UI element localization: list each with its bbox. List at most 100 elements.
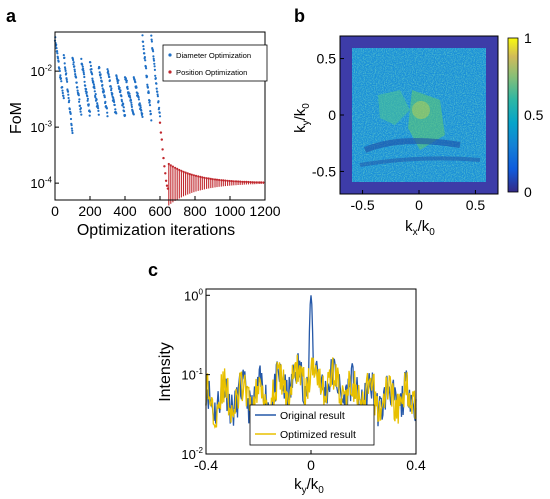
a-diameter-point [88, 110, 92, 113]
a-diameter-point [135, 86, 138, 89]
a-diameter-point [78, 100, 81, 103]
a-diameter-point [122, 102, 125, 106]
a-diameter-point [56, 52, 59, 55]
b-x-axis-label: kx/k0 [405, 218, 435, 238]
a-diameter-point [71, 129, 74, 132]
a-diameter-point [78, 98, 81, 101]
a-diameter-point [89, 64, 92, 67]
a-position-point [176, 167, 179, 170]
a-position-point [220, 179, 223, 182]
a-diameter-point [120, 95, 123, 98]
a-xtick-label: 0 [51, 203, 59, 219]
a-position-point [209, 177, 212, 180]
a-diameter-point [107, 73, 110, 76]
b-colorbar-tick-label: 1 [524, 30, 532, 46]
a-diameter-point [97, 113, 100, 116]
a-diameter-point [66, 90, 70, 93]
a-diameter-point [152, 59, 156, 62]
b-colorbar-tick-label: 0.5 [524, 107, 544, 123]
b-ytick-label: 0.5 [317, 51, 337, 67]
panel-label-c: c [148, 260, 158, 280]
a-xtick-label: 1000 [214, 203, 245, 219]
b-heatmap-hotspot [412, 101, 430, 119]
a-diameter-point [103, 96, 106, 99]
a-diameter-point [86, 99, 89, 102]
b-xtick-label: 0 [415, 197, 423, 213]
a-ytick-label-base: 10 [30, 64, 44, 79]
a-position-point [180, 169, 183, 172]
b-heatmap-feature [378, 90, 410, 125]
a-diameter-point [145, 75, 149, 78]
a-diameter-point [85, 91, 88, 94]
a-diameter-point [147, 91, 150, 94]
a-position-point [228, 179, 231, 183]
a-position-point [158, 121, 162, 124]
a-position-point [186, 172, 189, 175]
a-diameter-point [80, 113, 83, 116]
a-x-axis-label: Optimization iterations [77, 222, 235, 239]
a-diameter-point [123, 114, 127, 117]
a-diameter-point [126, 85, 129, 88]
a-diameter-point [158, 115, 162, 118]
a-position-point [241, 180, 244, 183]
a-diameter-point [90, 68, 93, 71]
a-diameter-point [62, 94, 65, 97]
a-diameter-point [114, 108, 117, 111]
a-diameter-point [117, 79, 120, 82]
a-diameter-point [130, 105, 133, 108]
a-diameter-point [128, 92, 131, 95]
a-diameter-point [84, 84, 87, 87]
a-diameter-point [97, 109, 100, 112]
c-y-axis-label: Intensity [157, 342, 174, 402]
a-legend-label-position: Position Optimization [176, 68, 247, 77]
c-xlabel-sub: y [302, 485, 307, 496]
c-x-axis-label: ky/k0 [294, 476, 324, 496]
a-diameter-point [119, 89, 122, 92]
a-diameter-point [143, 56, 146, 59]
a-diameter-point [125, 79, 128, 82]
a-position-point [182, 170, 185, 173]
a-points-layer [53, 34, 265, 206]
a-diameter-point [99, 73, 102, 76]
b-ylabel-k: k [292, 125, 309, 133]
a-diameter-point [139, 106, 142, 109]
a-legend-box [162, 44, 268, 82]
a-diameter-point [73, 65, 76, 68]
a-diameter-point [156, 90, 159, 93]
a-legend: Diameter Optimization Position Optimizat… [162, 44, 268, 82]
b-heatmap-feature-2 [408, 90, 445, 150]
a-position-point [251, 181, 254, 184]
a-diameter-point [65, 78, 68, 81]
a-diameter-point [150, 38, 153, 41]
a-position-point [245, 180, 248, 183]
a-diameter-point [143, 52, 146, 55]
a-position-point [262, 181, 265, 184]
a-position-point [167, 162, 170, 166]
a-position-point [239, 180, 242, 183]
a-diameter-point [137, 98, 140, 101]
b-ytick-label: 0 [328, 107, 336, 123]
a-diameter-point [152, 50, 155, 53]
a-diameter-point [65, 72, 68, 75]
a-diameter-point [104, 100, 107, 103]
a-diameter-point [64, 69, 67, 72]
a-diameter-point [98, 71, 101, 74]
a-position-point [215, 178, 219, 181]
c-ytick-label: 10-2 [181, 446, 203, 462]
a-position-point [190, 173, 193, 176]
a-position-point [211, 178, 214, 181]
a-legend-marker-diameter [168, 53, 172, 57]
a-diameter-point [101, 83, 104, 87]
a-y-axis-label: FoM [8, 102, 25, 134]
a-diameter-point [140, 109, 143, 112]
b-colorbar-ticks-layer: 10.50 [524, 30, 544, 200]
a-diameter-point [108, 79, 111, 82]
a-diameter-point [82, 67, 85, 70]
a-diameter-point [64, 67, 67, 71]
a-diameter-point [154, 74, 157, 77]
a-diameter-point [91, 73, 94, 76]
a-diameter-point [94, 93, 97, 96]
a-position-point [171, 165, 174, 168]
a-diameter-point [72, 58, 75, 62]
